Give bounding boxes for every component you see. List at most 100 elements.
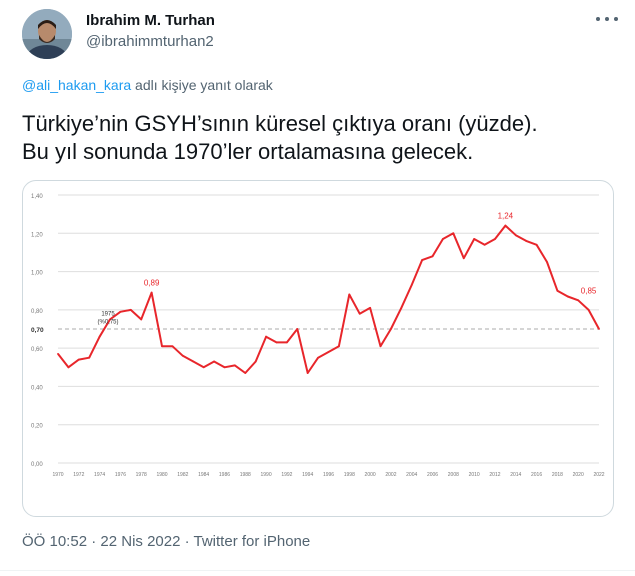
data-point (244, 372, 247, 374)
data-point (535, 243, 538, 246)
data-point (556, 289, 559, 292)
reference-label: 0,70 (31, 327, 44, 334)
tweet-time[interactable]: ÖÖ 10:52 (22, 533, 88, 550)
data-point (421, 259, 424, 261)
footer-separator-1: · (87, 533, 101, 550)
x-tick-label: 1988 (240, 472, 251, 478)
x-tick-label: 1994 (302, 472, 313, 478)
data-point (275, 341, 278, 344)
data-point (566, 295, 569, 298)
author-handle[interactable]: @ibrahimmturhan2 (86, 33, 214, 50)
x-tick-label: 2022 (593, 472, 604, 478)
x-tick-label: 1982 (177, 472, 188, 478)
data-label: 1,24 (498, 212, 514, 221)
data-label: 0,85 (581, 286, 597, 295)
y-tick-label: 0,00 (31, 462, 43, 468)
reply-mention-link[interactable]: @ali_hakan_kara (22, 77, 132, 93)
data-point (379, 345, 382, 348)
series-line (57, 224, 600, 374)
data-point (171, 345, 174, 348)
data-point (504, 224, 507, 227)
data-point (150, 291, 153, 294)
tweet-text-line-2: Bu yıl sonunda 1970’ler ortalamasına gel… (22, 139, 474, 164)
x-tick-label: 1992 (281, 472, 292, 478)
data-point (494, 238, 496, 240)
x-tick-label: 2008 (448, 472, 459, 478)
x-tick-label: 2020 (573, 472, 584, 478)
data-point (587, 308, 590, 311)
data-point (369, 307, 372, 309)
data-point (431, 255, 434, 258)
x-tick-label: 2010 (469, 472, 480, 478)
data-point (577, 299, 580, 302)
annotation-year: 1975 (101, 311, 115, 317)
reply-suffix: adlı kişiye yanıt olarak (131, 77, 273, 93)
chart-svg: 0,00 0,20 0,40 0,60 0,80 1,00 1,20 1,40 0,70 1970… (31, 194, 605, 478)
data-point (483, 243, 486, 246)
data-point (213, 360, 215, 363)
tweet-date[interactable]: 22 Nis 2022 (100, 533, 181, 550)
data-point (254, 360, 257, 363)
data-point (442, 238, 444, 240)
data-point (462, 257, 465, 260)
y-tick-label: 1,40 (31, 194, 43, 200)
data-point (546, 261, 548, 263)
data-point (129, 308, 132, 311)
author-name[interactable]: Ibrahim M. Turhan (86, 12, 215, 29)
data-point (77, 358, 80, 361)
y-tick-label: 0,40 (31, 385, 43, 391)
data-point (88, 356, 91, 359)
divider (0, 570, 635, 571)
data-point (410, 284, 413, 286)
data-point (525, 240, 528, 242)
x-tick-label: 2006 (427, 472, 438, 478)
tweet-metadata: ÖÖ 10:52 · 22 Nis 2022 · Twitter for iPh… (22, 533, 310, 550)
data-point (306, 372, 309, 374)
y-tick-label: 0,20 (31, 424, 43, 430)
tweet-source[interactable]: Twitter for iPhone (193, 533, 311, 550)
y-tick-label: 1,00 (31, 271, 43, 277)
data-point (285, 341, 288, 344)
data-point (348, 293, 351, 296)
data-point (338, 345, 340, 348)
more-options-icon[interactable] (596, 12, 618, 26)
y-tick-label: 0,60 (31, 347, 43, 353)
data-label: 0,89 (144, 279, 160, 288)
tweet-text-line-1: Türkiye’nin GSYH’sının küresel çıktıya o… (22, 111, 538, 136)
data-point (514, 234, 517, 237)
x-tick-label: 1980 (156, 472, 167, 478)
data-point (181, 354, 184, 357)
data-point (598, 328, 600, 330)
y-tick-label: 1,20 (31, 232, 43, 238)
x-tick-label: 1972 (73, 472, 84, 478)
x-tick-label: 1974 (94, 472, 105, 478)
tweet-text: Türkiye’nin GSYH’sının küresel çıktıya o… (22, 110, 612, 166)
data-point (161, 345, 163, 348)
tweet-image-chart[interactable]: 0,00 0,20 0,40 0,60 0,80 1,00 1,20 1,40 0,70 1970… (22, 180, 614, 517)
data-point (233, 364, 236, 367)
data-point (119, 310, 122, 313)
data-point (390, 328, 392, 330)
annotation-value: (%0,75) (98, 319, 119, 325)
x-tick-label: 1970 (52, 472, 63, 478)
x-tick-label: 2016 (531, 472, 542, 478)
y-tick-label: 0,80 (31, 309, 43, 315)
data-point (223, 366, 226, 369)
x-tick-label: 2018 (552, 472, 563, 478)
avatar[interactable] (22, 9, 72, 59)
x-tick-label: 2014 (510, 472, 521, 478)
x-tick-label: 1984 (198, 472, 209, 478)
x-tick-label: 1976 (115, 472, 126, 478)
x-tick-label: 2002 (385, 472, 396, 478)
x-tick-label: 2012 (489, 472, 500, 478)
data-point (57, 352, 59, 355)
data-point (98, 335, 101, 338)
data-point (327, 351, 330, 353)
data-point (202, 366, 205, 369)
reply-context: @ali_hakan_kara adlı kişiye yanıt olarak (22, 77, 273, 93)
x-tick-label: 1996 (323, 472, 334, 478)
x-tick-label: 1990 (261, 472, 272, 478)
data-point (109, 318, 111, 321)
x-tick-label: 2004 (406, 472, 417, 478)
